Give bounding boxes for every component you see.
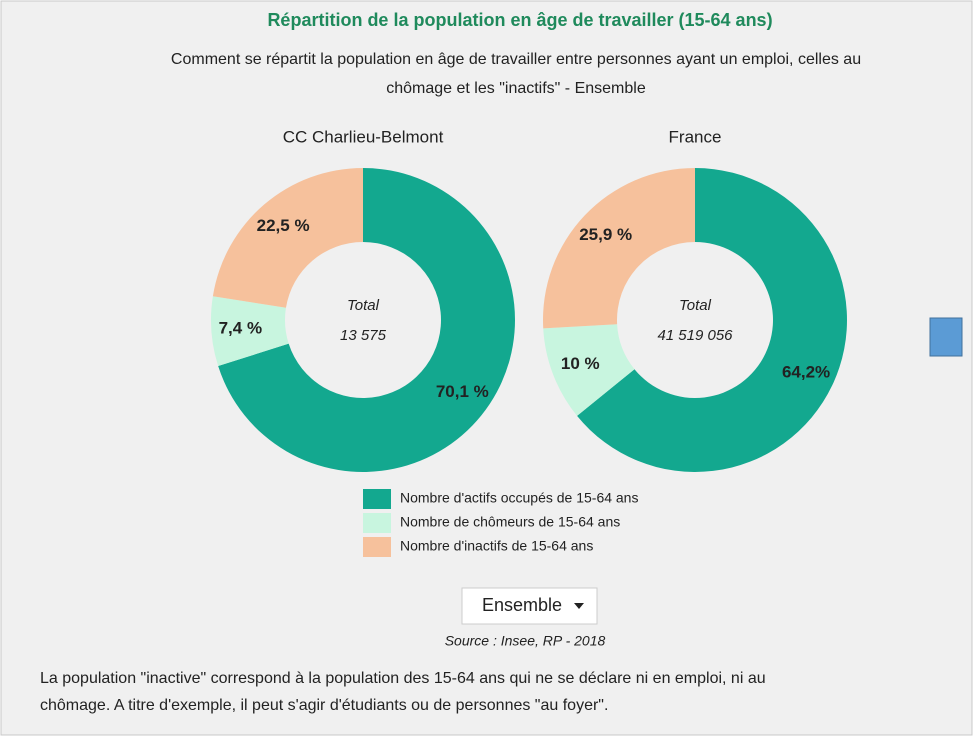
legend-swatch [363, 489, 391, 509]
note: La population "inactive" correspond à la… [40, 670, 766, 687]
note: chômage. A titre d'exemple, il peut s'ag… [40, 697, 608, 714]
donut-segment [543, 324, 635, 416]
value-label: 70,1 % [436, 382, 489, 401]
chart-title: France [669, 127, 722, 146]
center-total: 41 519 056 [657, 327, 733, 344]
legend-label: Nombre d'actifs occupés de 15-64 ans [400, 490, 638, 506]
center-label: Total [347, 297, 380, 314]
center-label: Total [679, 297, 712, 314]
value-label: 7,4 % [219, 319, 262, 338]
blue-box [929, 317, 963, 357]
value-label: 64,2% [782, 362, 830, 381]
dropdown-label[interactable]: Ensemble [482, 595, 562, 615]
donut-segment [211, 296, 289, 367]
donut-segment [218, 168, 515, 472]
source: Source : Insee, RP - 2018 [445, 633, 606, 649]
legend-label: Nombre de chômeurs de 15-64 ans [400, 514, 620, 530]
donut-segment [577, 168, 847, 473]
donut-segment [543, 168, 695, 329]
chart-title: CC Charlieu-Belmont [283, 127, 444, 146]
subtitle: chômage et les "inactifs" - Ensemble [386, 80, 646, 97]
center-total: 13 575 [340, 327, 387, 344]
title: Répartition de la population en âge de t… [267, 10, 772, 30]
dropdown-arrow[interactable] [574, 603, 584, 609]
legend-swatch [363, 537, 391, 557]
subtitle: Comment se répartit la population en âge… [171, 51, 861, 68]
value-label: 25,9 % [579, 225, 632, 244]
value-label: 10 % [561, 354, 600, 373]
donut-segment [212, 168, 363, 308]
value-label: 22,5 % [257, 216, 310, 235]
legend-label: Nombre d'inactifs de 15-64 ans [400, 538, 593, 554]
dropdown[interactable] [461, 587, 598, 625]
legend-swatch [363, 513, 391, 533]
